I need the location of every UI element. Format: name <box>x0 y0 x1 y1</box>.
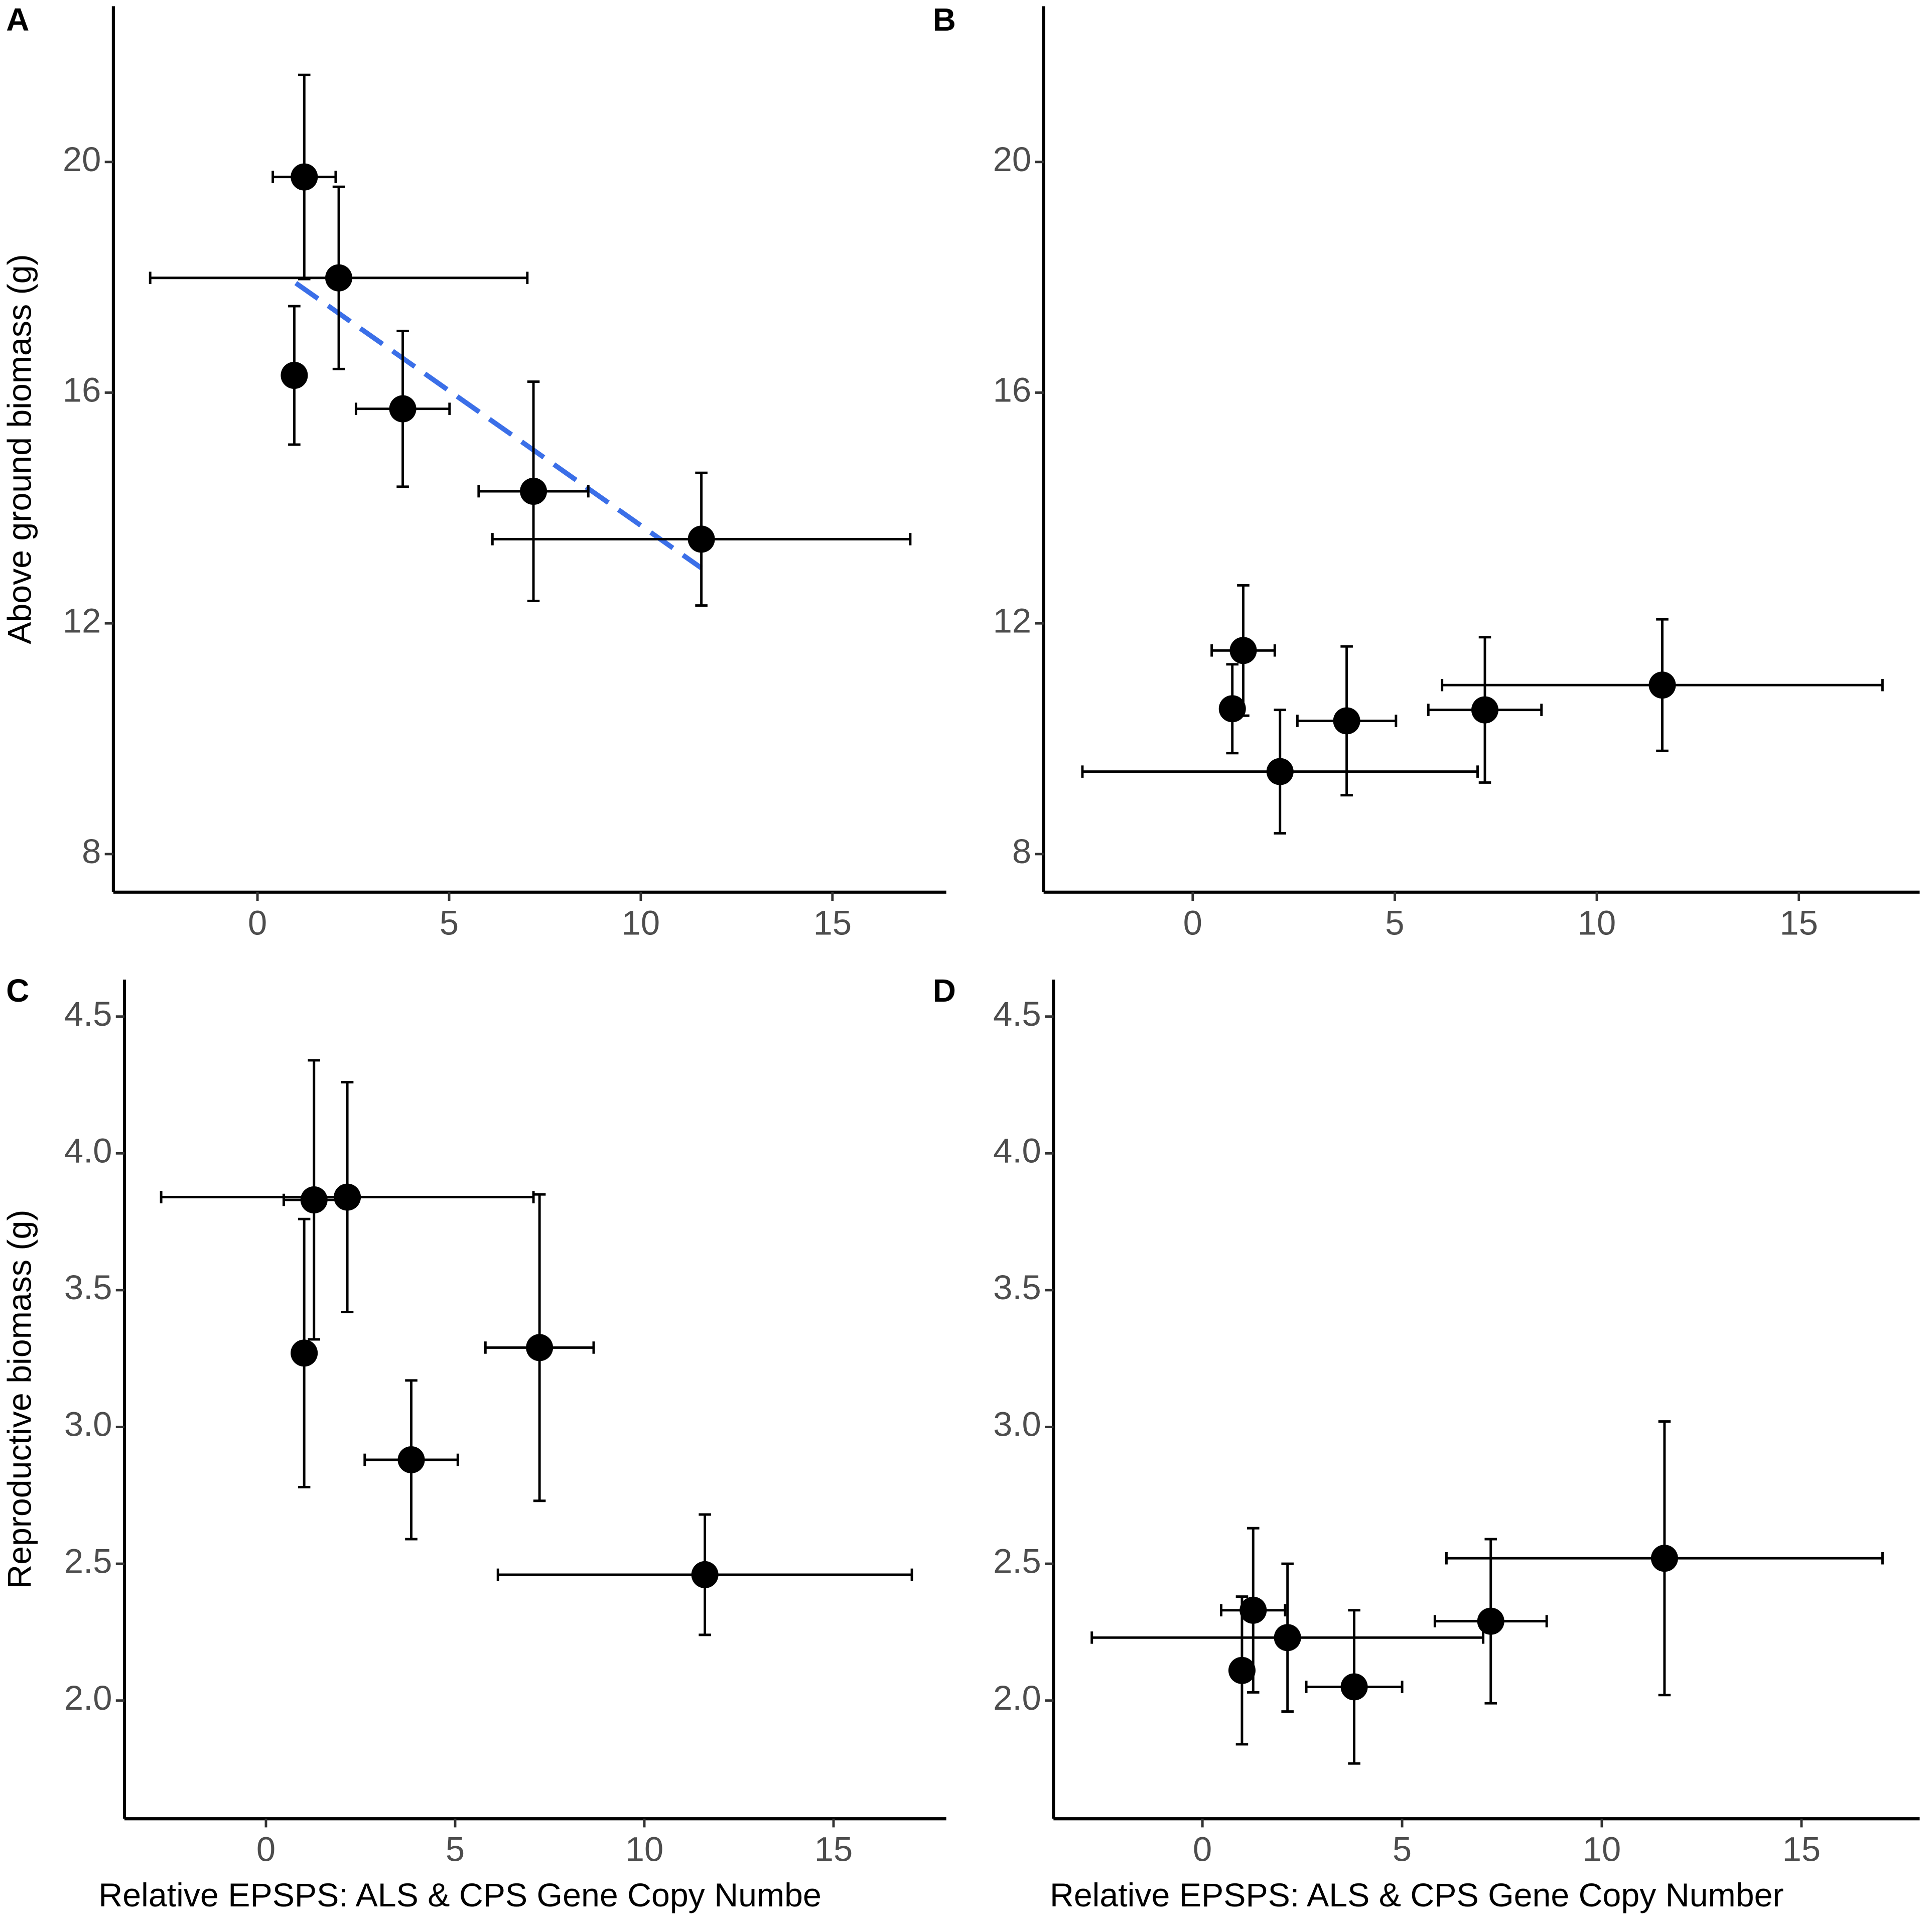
point <box>1266 758 1294 785</box>
x-tick-label: 0 <box>1183 903 1202 942</box>
point <box>687 525 715 553</box>
x-tick-label: 5 <box>446 1830 465 1869</box>
y-tick-label: 8 <box>1012 832 1031 871</box>
point <box>291 1339 318 1367</box>
y-tick-label: 20 <box>993 140 1031 179</box>
y-tick-label: 2.0 <box>64 1679 112 1717</box>
point <box>1648 671 1676 699</box>
y-tick-label: 16 <box>63 371 101 409</box>
point <box>281 361 308 389</box>
point <box>520 478 547 505</box>
x-tick-label: 10 <box>625 1830 663 1869</box>
point <box>1471 696 1499 724</box>
y-tick-label: 4.0 <box>993 1131 1041 1170</box>
point <box>1228 1657 1256 1684</box>
x-tick-label: 10 <box>622 903 660 942</box>
point <box>291 163 318 191</box>
point <box>334 1183 361 1211</box>
x-tick-label: 15 <box>1779 903 1818 942</box>
y-tick-label: 4.0 <box>64 1131 112 1170</box>
y-tick-label: 4.5 <box>64 995 112 1033</box>
point <box>1340 1673 1368 1701</box>
x-tick-label: 5 <box>1393 1830 1412 1869</box>
y-tick-label: 12 <box>993 601 1031 640</box>
y-tick-label: 2.5 <box>993 1542 1041 1580</box>
y-tick-label: 3.0 <box>64 1405 112 1444</box>
x-tick-label: 5 <box>1385 903 1404 942</box>
trend-line <box>294 281 703 570</box>
x-tick-label: 15 <box>814 1830 853 1869</box>
y-axis-label: Above ground biomass (g) <box>2 254 39 644</box>
y-tick-label: 8 <box>82 832 101 871</box>
x-tick-label: 5 <box>440 903 459 942</box>
y-tick-label: 3.5 <box>993 1268 1041 1307</box>
x-tick-label: 10 <box>1578 903 1616 942</box>
point <box>691 1561 719 1588</box>
y-tick-label: 3.0 <box>993 1405 1041 1444</box>
y-tick-label: 4.5 <box>993 995 1041 1033</box>
y-axis-label: Reproductive biomass (g) <box>2 1210 39 1589</box>
point <box>1218 695 1246 723</box>
point <box>1239 1596 1267 1624</box>
point <box>1333 707 1360 735</box>
point <box>1229 637 1257 664</box>
point <box>389 395 417 423</box>
x-tick-label: 0 <box>248 903 267 942</box>
x-tick-label: 15 <box>1782 1830 1821 1869</box>
point <box>300 1186 328 1214</box>
y-tick-label: 2.5 <box>64 1542 112 1580</box>
point <box>397 1446 425 1473</box>
y-tick-label: 3.5 <box>64 1268 112 1307</box>
x-axis-label: Relative EPSPS: ALS & CPS Gene Copy Numb… <box>98 1877 821 1914</box>
point <box>1477 1607 1504 1635</box>
y-tick-label: 12 <box>63 601 101 640</box>
y-tick-label: 16 <box>993 371 1031 409</box>
point <box>1274 1624 1301 1652</box>
x-tick-label: 15 <box>813 903 852 942</box>
point <box>325 264 353 292</box>
panel-label: D <box>933 973 956 1009</box>
y-tick-label: 2.0 <box>993 1679 1041 1717</box>
point <box>1650 1545 1678 1572</box>
panel-label: A <box>6 2 29 38</box>
y-tick-label: 20 <box>63 140 101 179</box>
x-axis-label: Relative EPSPS: ALS & CPS Gene Copy Numb… <box>1050 1877 1784 1914</box>
panel-label: C <box>6 973 29 1009</box>
x-tick-label: 0 <box>256 1830 275 1869</box>
x-tick-label: 0 <box>1193 1830 1212 1869</box>
point <box>526 1334 554 1361</box>
x-tick-label: 10 <box>1583 1830 1621 1869</box>
panel-label: B <box>933 2 956 38</box>
